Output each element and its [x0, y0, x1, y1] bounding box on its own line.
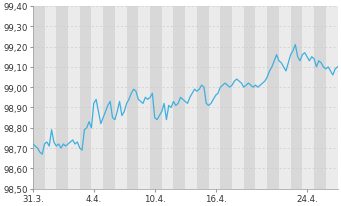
Bar	[56, 7, 68, 189]
Bar	[127, 7, 138, 189]
Bar	[33, 7, 45, 189]
Bar	[314, 7, 326, 189]
Bar	[174, 7, 185, 189]
Bar	[103, 7, 115, 189]
Bar	[150, 7, 162, 189]
Bar	[80, 7, 91, 189]
Bar	[220, 7, 232, 189]
Bar	[267, 7, 279, 189]
Bar	[197, 7, 209, 189]
Bar	[244, 7, 255, 189]
Bar	[291, 7, 302, 189]
